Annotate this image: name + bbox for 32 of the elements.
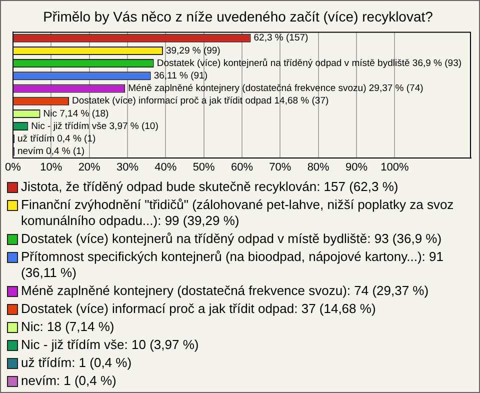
legend-label: Přítomnost specifických kontejnerů (na bioodpad, nápojové kartony...): 91 (36,11 %) — [21, 249, 444, 281]
x-tick-label: 80% — [307, 161, 330, 174]
data-label: Méně zaplněné kontejnery (dostatečná frekvence svozu) 29,37 % (74) — [128, 83, 424, 94]
x-tick-label: 100% — [380, 161, 409, 174]
x-tick-label: 20% — [78, 161, 101, 174]
legend-label: Dostatek (více) kontejnerů na tříděný odpad v místě bydliště: 93 (36,9 %) — [21, 231, 442, 247]
data-label: nevím 0,4 % (1) — [18, 146, 85, 158]
x-tick-label: 40% — [154, 161, 177, 174]
data-label: Dostatek (více) kontejnerů na tříděný odpad v místě bydliště 36,9 % (93) — [156, 58, 462, 69]
data-label: Nic 7,14 % (18) — [43, 108, 109, 120]
x-tick-label: 10% — [40, 161, 62, 174]
legend-label: Nic: 18 (7,14 %) — [21, 319, 114, 335]
data-label: 36,11 % (91) — [154, 70, 208, 82]
legend-label: nevím: 1 (0,4 %) — [21, 373, 116, 389]
legend-label: už třídím: 1 (0,4 %) — [21, 355, 132, 371]
data-label: Dostatek (více) informací proč a jak třídit odpad 14,68 % (37) — [72, 96, 329, 107]
legend-label: Finanční zvýhodnění "třidičů" (zálohované pet-lahve, nižší poplatky za svoz komunálního odpadu...): 99 (39,29 %) — [21, 197, 455, 229]
legend-label: Dostatek (více) informací proč a jak třídit odpad: 37 (14,68 %) — [21, 301, 376, 317]
x-tick-label: 50% — [192, 161, 216, 174]
x-tick-label: 70% — [269, 161, 292, 174]
legend-label: Nic - již třídím vše: 10 (3,97 %) — [21, 337, 199, 353]
data-label: 39,29 % (99) — [166, 45, 220, 56]
data-label: 62,3 % (157) — [254, 32, 308, 44]
x-tick-label: 30% — [116, 161, 139, 174]
x-tick-label: 0% — [5, 161, 22, 174]
data-label: už třídím 0,4 % (1) — [18, 134, 96, 145]
data-label: Nic - již třídím vše 3,97 % (10) — [31, 120, 158, 132]
chart-title: Přimělo by Vás něco z níže uvedeného začít (více) recyklovat? — [43, 8, 434, 24]
x-tick-label: 60% — [230, 161, 254, 174]
x-tick-label: 90% — [345, 161, 368, 174]
legend-label: Méně zaplněné kontejnery (dostatečná frekvence svozu): 74 (29,37 %) — [21, 283, 429, 299]
legend-label: Jistota, že tříděný odpad bude skutečně recyklován: 157 (62,3 %) — [21, 179, 398, 195]
